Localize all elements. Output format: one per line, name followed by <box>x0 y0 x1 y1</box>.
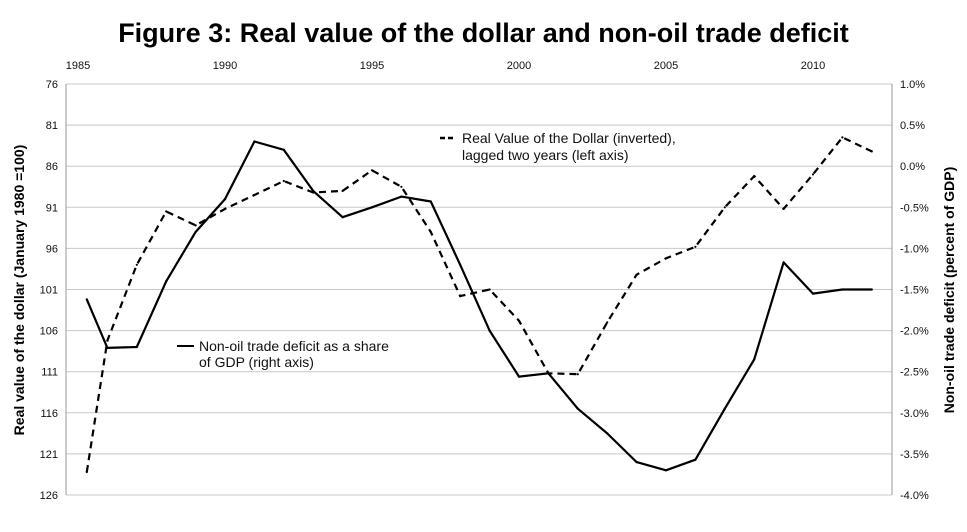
data-point-dollar <box>606 321 609 324</box>
data-point-dollar <box>459 295 462 298</box>
data-point-dollar <box>694 245 697 248</box>
right-tick-label: -3.5% <box>900 449 929 461</box>
left-tick-label: 121 <box>40 449 58 461</box>
data-point-deficit <box>488 329 491 332</box>
legend-deficit-line1: Non-oil trade deficit as a share <box>199 338 389 354</box>
left-tick-label: 91 <box>46 202 58 214</box>
left-tick-label: 111 <box>41 367 58 379</box>
right-tick-label: 0.5% <box>900 120 925 132</box>
data-point-deficit <box>576 407 579 410</box>
left-tick-label: 86 <box>46 161 58 173</box>
right-tick-label: 0.0% <box>900 161 925 173</box>
data-point-deficit <box>811 292 815 295</box>
left-tick-label: 106 <box>40 326 58 338</box>
data-point-dollar <box>429 230 432 234</box>
data-point-dollar <box>282 179 285 183</box>
data-point-deficit <box>870 288 873 291</box>
data-point-deficit <box>400 195 403 198</box>
data-point-dollar <box>106 339 109 342</box>
data-point-dollar <box>135 263 138 266</box>
data-point-deficit <box>165 280 168 283</box>
right-tick-label: -1.5% <box>900 285 929 297</box>
axes-layer: 76 1.0% 81 0.5% 86 0.0% 91 -0.5% 96 -1.0% 101 -1.5%… <box>40 60 929 502</box>
right-tick-label: -2.5% <box>900 367 929 379</box>
right-axis-title: Non-oil trade deficit (percent of GDP) <box>941 167 957 414</box>
right-tick-label: -4.0% <box>900 490 929 502</box>
data-point-dollar <box>517 319 521 322</box>
data-point-dollar <box>576 373 579 376</box>
left-tick-label: 101 <box>40 285 58 297</box>
data-point-dollar <box>341 189 344 192</box>
data-point-deficit <box>723 407 726 410</box>
data-point-deficit <box>459 263 462 266</box>
data-point-deficit <box>664 469 668 472</box>
data-point-deficit <box>312 189 315 192</box>
data-point-dollar <box>811 173 815 176</box>
grid-layer <box>66 83 892 496</box>
series-layer <box>85 136 873 474</box>
left-tick-label: 126 <box>40 490 58 502</box>
data-point-deficit <box>782 261 785 264</box>
x-tick-label: 2010 <box>801 60 825 72</box>
data-point-dollar <box>165 210 168 213</box>
data-point-dollar <box>370 169 374 172</box>
x-tick-label: 2000 <box>507 60 531 72</box>
data-point-deficit <box>694 458 697 461</box>
right-tick-label: -3.0% <box>900 408 929 420</box>
left-tick-label: 76 <box>46 79 58 91</box>
series-line-dollar <box>85 136 873 473</box>
x-tick-label: 2005 <box>654 60 678 72</box>
x-tick-label: 1995 <box>360 60 384 72</box>
series-line-deficit <box>85 140 872 472</box>
data-point-deficit <box>282 148 285 151</box>
data-point-deficit <box>606 432 609 435</box>
x-tick-label: 1985 <box>66 60 90 72</box>
data-point-dollar <box>664 257 668 260</box>
data-point-dollar <box>723 206 726 209</box>
data-point-dollar <box>635 273 638 276</box>
data-point-dollar <box>753 175 756 178</box>
data-point-dollar <box>194 224 197 227</box>
data-point-deficit <box>753 358 756 361</box>
right-tick-label: -0.5% <box>900 202 929 214</box>
right-tick-label: -2.0% <box>900 326 929 338</box>
data-point-deficit <box>370 206 374 209</box>
data-point-dollar <box>253 193 256 197</box>
data-point-dollar <box>782 207 785 210</box>
right-tick-label: -1.0% <box>900 243 929 255</box>
data-point-deficit <box>517 375 521 378</box>
data-point-dollar <box>870 150 873 153</box>
data-point-dollar <box>223 207 227 210</box>
data-point-deficit <box>547 372 550 375</box>
data-point-dollar <box>488 288 491 291</box>
legend-dollar-line1: Real Value of the Dollar (inverted), <box>462 130 676 146</box>
chart-title: Figure 3: Real value of the dollar and n… <box>118 18 849 48</box>
data-point-deficit <box>106 346 109 349</box>
data-point-deficit <box>635 461 638 464</box>
data-point-deficit <box>194 230 197 234</box>
legend-dollar-line2: lagged two years (left axis) <box>462 147 629 163</box>
data-point-deficit <box>429 200 432 203</box>
data-point-deficit <box>85 298 88 301</box>
legend-deficit-line2: of GDP (right axis) <box>199 354 314 370</box>
data-point-deficit <box>341 216 344 219</box>
data-point-dollar <box>400 185 403 188</box>
x-tick-label: 1990 <box>213 60 237 72</box>
left-tick-label: 96 <box>46 243 58 255</box>
data-point-dollar <box>841 136 844 139</box>
data-point-deficit <box>253 140 256 143</box>
data-point-dollar <box>85 470 88 474</box>
left-tick-label: 116 <box>40 408 58 420</box>
data-point-deficit <box>135 345 138 349</box>
left-axis-title: Real value of the dollar (January 1980 =… <box>11 145 27 436</box>
left-tick-label: 81 <box>46 120 58 132</box>
data-point-deficit <box>841 288 844 291</box>
right-tick-label: 1.0% <box>900 79 925 91</box>
data-point-deficit <box>223 198 227 201</box>
legend-dollar: Real Value of the Dollar (inverted), lag… <box>440 130 676 163</box>
legend-deficit: Non-oil trade deficit as a share of GDP … <box>177 338 389 370</box>
